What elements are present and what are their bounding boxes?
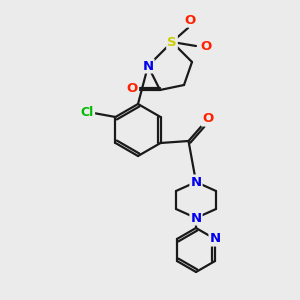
Text: O: O xyxy=(126,82,138,94)
Text: N: N xyxy=(142,59,154,73)
Text: N: N xyxy=(209,232,220,245)
Text: Cl: Cl xyxy=(81,106,94,119)
Text: O: O xyxy=(184,14,196,26)
Text: S: S xyxy=(167,35,177,49)
Text: O: O xyxy=(202,112,213,125)
Text: O: O xyxy=(200,40,211,52)
Text: N: N xyxy=(190,176,202,188)
Text: N: N xyxy=(190,212,202,224)
